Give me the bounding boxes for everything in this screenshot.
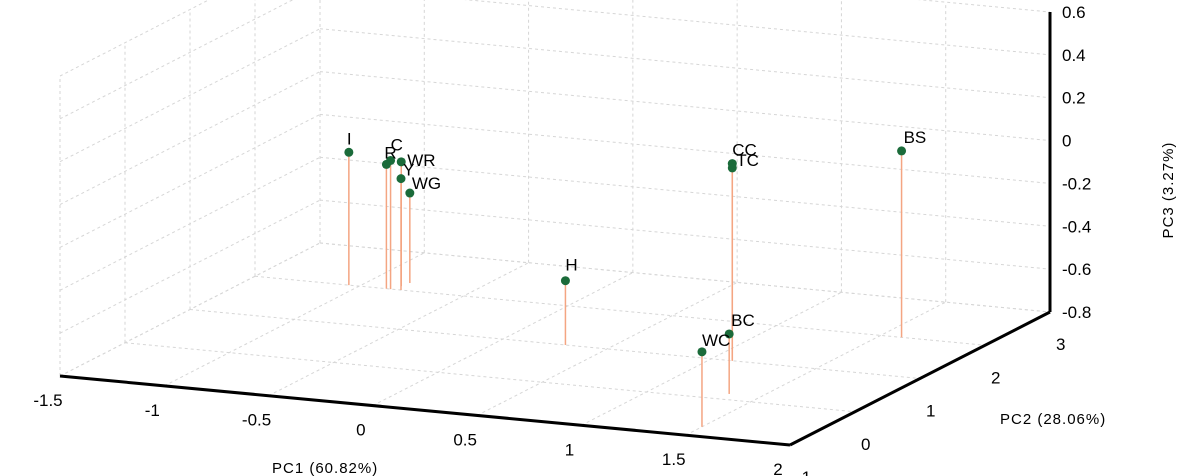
back-wall-grid-line — [319, 199, 1051, 270]
y-tick-label: 0 — [861, 435, 870, 454]
point-tc — [727, 163, 737, 173]
point-label-wc: WC — [702, 331, 730, 350]
back-wall-grid-line — [319, 113, 1051, 184]
point-r — [381, 159, 391, 169]
floor-grid-line — [254, 275, 986, 346]
x-tick-label: 1.5 — [662, 450, 686, 469]
z-tick-label: -0.8 — [1062, 303, 1091, 322]
left-wall-grid-line — [59, 242, 321, 377]
point-label-c: C — [391, 135, 403, 154]
back-wall-grid-line — [319, 71, 1051, 142]
point-wc — [697, 347, 707, 357]
y-axis-title: PC2 (28.06%) — [1000, 411, 1106, 428]
back-wall-grid-line — [319, 28, 1051, 99]
floor-grid-line — [124, 342, 856, 413]
point-label-i: I — [347, 129, 352, 148]
x-tick-label: 0.5 — [453, 430, 477, 449]
x-tick-label: -0.5 — [242, 411, 271, 430]
left-wall-grid-line — [59, 28, 321, 163]
x-tick-label: 2 — [773, 460, 782, 476]
x-tick-label: -1 — [145, 401, 160, 420]
back-wall-grid-line — [464, 0, 1051, 56]
floor-grid-line — [685, 301, 946, 436]
x-axis-line — [59, 374, 791, 447]
point-label-wg: WG — [412, 174, 441, 193]
y-tick-label: 2 — [991, 368, 1000, 387]
y-tick-label: 1 — [926, 402, 935, 421]
y-tick-label: 3 — [1056, 335, 1065, 354]
point-label-cc: CC — [732, 141, 757, 160]
point-h — [560, 276, 570, 286]
point-label-bc: BC — [731, 311, 755, 330]
point-label-h: H — [565, 256, 577, 275]
left-wall-grid-line — [59, 71, 321, 206]
point-bc — [724, 329, 734, 339]
point-wr — [396, 157, 406, 167]
floor-grid-line — [268, 262, 529, 397]
floor-grid-line — [476, 281, 738, 416]
point-y — [396, 174, 406, 184]
point-bs — [897, 146, 907, 156]
tick-labels: -1.5 -1 -0.5 0 0.5 1 1.5 2 -1 0 1 2 3 -0.8 -0.6 -0.4 -0.… — [33, 3, 1091, 476]
points — [344, 146, 907, 357]
x-axis-title: PC1 (60.82%) — [272, 460, 378, 476]
z-axis-title: PC3 (3.27%) — [1160, 142, 1177, 239]
point-label-y: Y — [403, 161, 414, 180]
left-wall-grid-line — [59, 199, 321, 334]
point-label-bs: BS — [904, 128, 927, 147]
z-tick-label: -0.2 — [1062, 174, 1091, 193]
y-axis-line — [789, 310, 1051, 447]
back-wall-grid-line — [917, 0, 1051, 13]
z-tick-label: -0.4 — [1062, 217, 1091, 236]
z-tick-label: 0.2 — [1062, 89, 1086, 108]
z-tick-label: 0.4 — [1062, 46, 1086, 65]
left-wall-grid-line — [59, 113, 321, 248]
back-wall-grid-line — [319, 156, 1051, 227]
x-tick-label: 0 — [356, 421, 365, 440]
z-tick-label: -0.6 — [1062, 260, 1091, 279]
stems — [348, 150, 903, 427]
z-tick-label: 0.6 — [1062, 3, 1086, 22]
z-tick-label: 0 — [1062, 132, 1071, 151]
point-label-wr: WR — [407, 151, 435, 170]
point-label-tc: TC — [736, 151, 759, 170]
x-tick-label: 1 — [565, 440, 574, 459]
left-wall-grid-line — [59, 156, 321, 291]
floor-grid-line — [189, 309, 921, 379]
back-wall-grid-line — [319, 242, 1051, 313]
point-wg — [405, 188, 415, 198]
left-wall-grid-line — [59, 0, 294, 120]
x-tick-label: -1.5 — [33, 391, 62, 410]
point-i — [344, 147, 354, 157]
left-wall-grid-line — [59, 0, 210, 77]
axes — [59, 12, 1052, 447]
y-tick-label: -1 — [796, 468, 811, 476]
point-label-r: R — [384, 143, 396, 162]
